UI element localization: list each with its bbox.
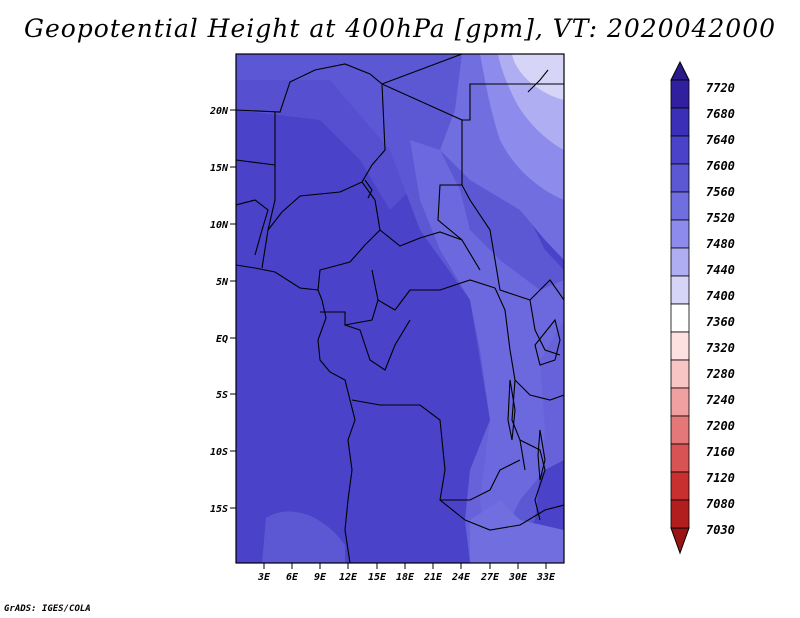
border-uganda-kenya <box>529 299 561 356</box>
border-sudan-east <box>461 184 564 301</box>
border-cameroon <box>317 199 381 291</box>
colorbar-label: 7240 <box>706 393 735 407</box>
sinai-coast <box>527 69 549 93</box>
borders <box>236 54 564 563</box>
colorbar-label: 7400 <box>706 289 735 303</box>
y-tick-label: 20N <box>209 106 229 117</box>
y-tick-label: 10S <box>210 447 228 458</box>
colorbar-segment <box>670 79 690 109</box>
colorbar-label: 7030 <box>706 523 735 537</box>
border-car-north <box>379 229 463 247</box>
colorbar-label: 7280 <box>706 367 735 381</box>
x-tick-label: 12E <box>339 572 358 583</box>
border-chad-west <box>361 83 386 183</box>
colorbar-bottom-arrow <box>670 527 690 555</box>
colorbar-top-arrow <box>670 60 690 81</box>
x-tick-label: 33E <box>536 572 556 583</box>
colorbar-label: 7600 <box>706 159 735 173</box>
colorbar-segment <box>670 247 690 277</box>
border-zimbabwe <box>464 504 564 531</box>
border-zambia <box>440 459 521 501</box>
x-tick-label: 15E <box>368 572 387 583</box>
colorbar-label: 7360 <box>706 315 735 329</box>
border-nigeria-north <box>267 181 376 231</box>
field-band-7400 <box>512 54 564 100</box>
y-axis: 20N 15N 10N 5N EQ 5S 10S 15S <box>209 106 236 515</box>
field-southeast <box>470 500 564 563</box>
field-north-band <box>236 54 420 210</box>
field-band-7520 <box>410 140 564 563</box>
lake-malawi <box>537 429 546 481</box>
colorbar-label: 7680 <box>706 107 735 121</box>
colorbar-label: 7080 <box>706 497 735 511</box>
height-field <box>236 54 564 563</box>
grads-credit: GrADS: IGES/COLA <box>4 604 91 614</box>
colorbar-segment <box>670 415 690 445</box>
colorbar-segment <box>670 163 690 193</box>
map-title: Geopotential Height at 400hPa [gpm], VT:… <box>23 14 777 43</box>
lake-tanganyika <box>507 379 516 441</box>
colorbar-segment <box>670 331 690 361</box>
colorbar-label: 7480 <box>706 237 735 251</box>
x-tick-label: 21E <box>423 572 443 583</box>
colorbar-label: 7160 <box>706 445 735 459</box>
colorbar-segment <box>670 135 690 165</box>
border-north <box>236 54 463 113</box>
colorbar-label: 7200 <box>706 419 735 433</box>
x-tick-label: 3E <box>257 572 271 583</box>
coastline-west <box>236 264 356 563</box>
border-malawi <box>519 439 546 521</box>
x-tick-label: 27E <box>480 572 500 583</box>
colorbar-segment <box>670 191 690 221</box>
y-tick-label: 10N <box>210 220 229 231</box>
x-axis: 3E 6E 9E 12E 15E 18E 21E 24E 27E 30E 33E <box>257 563 556 583</box>
colorbar-segment <box>670 275 690 305</box>
border-egypt-sudan <box>462 83 564 121</box>
border-congo <box>344 319 411 371</box>
colorbar: 7720 7680 7640 7600 7560 7520 7480 7440 … <box>670 60 735 555</box>
x-tick-label: 30E <box>508 572 528 583</box>
colorbar-label: 7640 <box>706 133 735 147</box>
y-tick-label: 15N <box>210 163 229 174</box>
colorbar-label: 7320 <box>706 341 735 355</box>
lake-victoria <box>534 318 561 366</box>
border-tanzania <box>514 379 564 401</box>
colorbar-segment <box>670 107 690 137</box>
colorbar-segment <box>670 359 690 389</box>
x-tick-label: 24E <box>451 572 471 583</box>
colorbar-label: 7720 <box>706 81 735 95</box>
x-tick-label: 18E <box>396 572 415 583</box>
x-tick-label: 6E <box>286 572 299 583</box>
colorbar-label: 7520 <box>706 211 735 225</box>
border-west-3 <box>236 199 269 256</box>
border-west-1 <box>261 112 276 269</box>
y-tick-label: 15S <box>210 504 228 515</box>
colorbar-segment <box>670 443 690 473</box>
y-tick-label: EQ <box>216 334 228 345</box>
colorbar-segment <box>670 303 690 333</box>
colorbar-label: 7440 <box>706 263 735 277</box>
border-west-2 <box>236 159 276 166</box>
y-tick-label: 5S <box>216 390 228 401</box>
y-tick-label: 5N <box>216 277 229 288</box>
colorbar-segment <box>670 219 690 249</box>
field-southwest-bulge <box>262 511 345 563</box>
lake-chad <box>364 179 373 199</box>
colorbar-segment <box>670 471 690 501</box>
map-frame <box>235 53 565 564</box>
colorbar-segment <box>670 499 690 529</box>
colorbar-segment <box>670 387 690 417</box>
colorbar-label: 7560 <box>706 185 735 199</box>
x-tick-label: 9E <box>314 572 327 583</box>
colorbar-label: 7120 <box>706 471 735 485</box>
